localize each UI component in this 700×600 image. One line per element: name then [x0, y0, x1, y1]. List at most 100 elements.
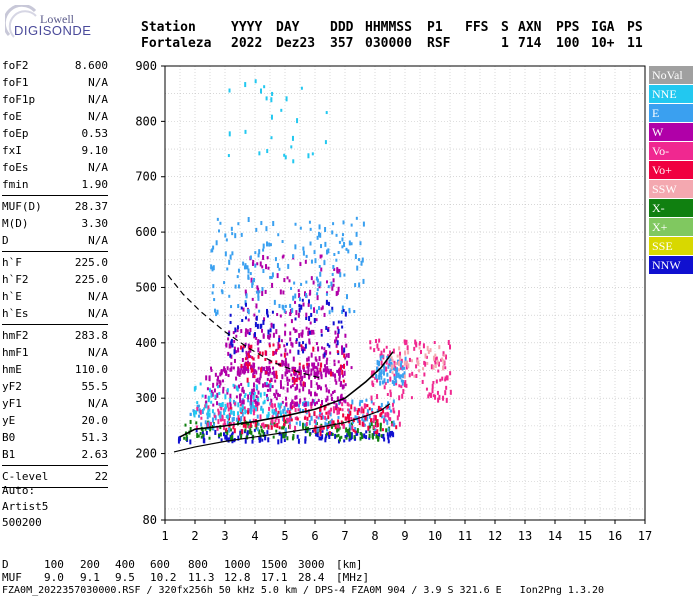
- echo-point-w: [346, 360, 349, 366]
- auto-code: 500200: [2, 516, 42, 529]
- param-value: 8.600: [74, 59, 108, 72]
- echo-point-e: [276, 263, 279, 269]
- echo-point-nne: [266, 149, 269, 154]
- x-tick-label: 4: [251, 529, 258, 543]
- echo-point-vo: [244, 357, 247, 361]
- echo-point-nnw: [386, 432, 389, 437]
- echo-point-nnw: [326, 343, 329, 347]
- echo-point-e: [309, 241, 312, 246]
- echo-point-w: [287, 363, 290, 369]
- echo-point-x: [260, 425, 263, 429]
- echo-point-x: [346, 429, 349, 434]
- echo-point-w: [256, 262, 259, 266]
- echo-point-vo: [380, 350, 383, 356]
- echo-point-e: [394, 378, 397, 384]
- echo-point-nnw: [224, 434, 227, 440]
- x-tick-label: 9: [401, 529, 408, 543]
- logo-lowell-text: Lowell: [40, 12, 74, 26]
- echo-point-ssw: [434, 364, 437, 368]
- echo-point-nne: [208, 408, 211, 412]
- echo-point-w: [255, 395, 258, 399]
- echo-point-vo: [274, 403, 277, 408]
- echo-point-w: [290, 385, 293, 389]
- echo-point-w: [340, 345, 343, 351]
- echo-point-vo: [270, 417, 273, 423]
- echo-point-nnw: [325, 325, 328, 330]
- echo-point-w: [322, 368, 325, 373]
- echo-point-vo: [313, 428, 316, 432]
- echo-point-x: [266, 424, 269, 428]
- echo-point-nne: [207, 395, 210, 400]
- echo-point-e: [213, 423, 216, 427]
- echo-point-nnw: [229, 313, 232, 317]
- echo-point-vo: [376, 429, 379, 435]
- echo-point-ssw: [391, 358, 394, 362]
- param-separator: [2, 251, 108, 252]
- echo-point-e: [326, 422, 329, 427]
- echo-point-vo: [445, 397, 448, 403]
- echo-point-e: [243, 265, 246, 270]
- echo-point-vo: [306, 362, 309, 366]
- echo-point-w: [302, 302, 305, 307]
- echo-point-vo: [277, 410, 280, 414]
- echo-point-w: [333, 363, 336, 367]
- echo-point-vo: [446, 375, 449, 381]
- echo-point-vo: [434, 361, 437, 365]
- echo-point-ssw: [426, 361, 429, 365]
- echo-point-vo: [278, 426, 281, 430]
- echo-point-nnw: [320, 333, 323, 337]
- echo-point-vo: [250, 367, 253, 373]
- echo-traces: [177, 79, 452, 445]
- echo-point-x: [189, 419, 192, 424]
- echo-point-vo: [290, 418, 293, 422]
- distance-value: 600: [150, 558, 170, 571]
- y-tick-label: 300: [135, 391, 157, 405]
- echo-point-w: [304, 370, 307, 375]
- echo-point-e: [348, 310, 351, 314]
- echo-point-e: [226, 267, 229, 271]
- echo-point-vo: [444, 366, 447, 370]
- ionogram-parameters-panel: foF2 8.600 foF1 N/A foF1p N/A foE N/A foEp 0.53 fx…: [2, 57, 108, 490]
- echo-point-vo: [314, 425, 317, 430]
- header-label-7: S: [501, 20, 509, 35]
- echo-point-w: [295, 310, 298, 316]
- echo-point-nnw: [313, 317, 316, 323]
- echo-point-nnw: [286, 342, 289, 346]
- echo-point-vo: [388, 350, 391, 355]
- echo-point-w: [233, 339, 236, 343]
- echo-point-w: [271, 371, 274, 375]
- echo-point-w: [326, 366, 329, 371]
- echo-point-e: [216, 217, 219, 221]
- header-value-0: Fortaleza: [141, 36, 212, 51]
- echo-point-w: [271, 282, 274, 288]
- echo-point-nnw: [304, 436, 307, 442]
- echo-point-nnw: [254, 332, 257, 338]
- echo-point-nne: [280, 108, 283, 112]
- echo-point-nnw: [231, 343, 234, 348]
- echo-point-nne: [205, 403, 208, 409]
- echo-point-vo: [354, 430, 357, 434]
- echo-point-ssw: [403, 374, 406, 379]
- echo-point-nnw: [321, 429, 324, 433]
- echo-point-vo: [404, 380, 407, 385]
- echo-point-e: [257, 292, 260, 298]
- echo-point-e: [240, 232, 243, 237]
- echo-point-w: [276, 313, 279, 317]
- echo-point-w: [293, 372, 296, 377]
- echo-point-nnw: [337, 328, 340, 334]
- param-value: 225.0: [74, 256, 108, 269]
- echo-point-x: [185, 434, 188, 438]
- echo-point-vo: [270, 425, 273, 430]
- echo-point-e: [241, 411, 244, 417]
- echo-point-e: [392, 399, 395, 404]
- echo-point-x: [236, 420, 239, 426]
- echo-point-w: [240, 329, 243, 334]
- echo-point-nnw: [365, 430, 368, 434]
- echo-point-nne: [259, 392, 262, 398]
- echo-point-vo: [206, 422, 209, 428]
- echo-point-vo: [373, 418, 376, 422]
- echo-point-nne: [232, 411, 235, 417]
- echo-point-e: [307, 401, 310, 407]
- echo-point-w: [261, 291, 264, 297]
- echo-point-nne: [260, 407, 263, 411]
